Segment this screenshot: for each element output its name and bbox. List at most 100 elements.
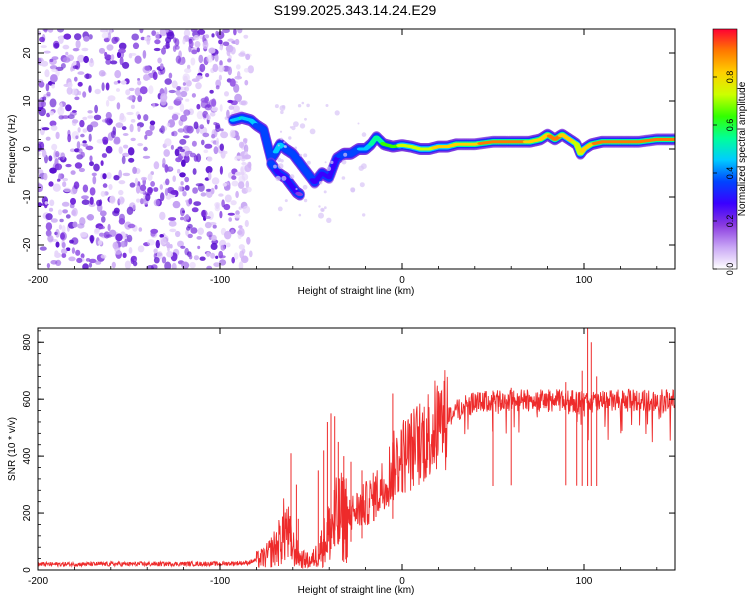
- noise-speck: [219, 259, 227, 266]
- noise-speck: [205, 166, 213, 174]
- faint-speck: [319, 181, 323, 185]
- noise-speck: [107, 223, 111, 232]
- noise-speck: [153, 248, 158, 254]
- noise-speck: [185, 229, 189, 236]
- noise-speck: [98, 70, 106, 77]
- noise-speck: [94, 228, 100, 233]
- noise-speck: [211, 133, 216, 139]
- noise-speck: [153, 47, 161, 52]
- noise-speck: [143, 146, 148, 152]
- noise-speck: [65, 163, 72, 168]
- noise-speck: [231, 256, 235, 264]
- noise-speck: [71, 88, 78, 96]
- spectrogram-x-axis-label: Height of straight line (km): [298, 286, 415, 297]
- noise-speck: [70, 170, 76, 175]
- noise-speck: [69, 148, 76, 153]
- noise-speck: [89, 161, 94, 167]
- noise-speck: [202, 132, 210, 138]
- noise-speck: [207, 172, 212, 181]
- noise-speck: [127, 147, 135, 156]
- noise-speck: [85, 73, 90, 80]
- noise-speck: [38, 202, 43, 207]
- noise-speck: [58, 224, 63, 230]
- noise-speck: [69, 188, 78, 195]
- noise-speck: [221, 199, 225, 208]
- noise-speck: [204, 216, 211, 219]
- noise-speck: [132, 261, 138, 267]
- noise-speck: [67, 133, 72, 143]
- noise-speck: [113, 81, 119, 85]
- noise-speck: [44, 69, 50, 78]
- noise-speck: [230, 46, 236, 55]
- noise-speck: [143, 114, 149, 122]
- noise-speck: [246, 236, 251, 245]
- noise-speck: [164, 188, 169, 196]
- faint-speck: [294, 146, 298, 150]
- noise-speck: [139, 184, 147, 192]
- noise-speck: [82, 140, 87, 144]
- noise-speck: [121, 126, 127, 131]
- noise-speck: [59, 231, 67, 241]
- noise-speck: [49, 120, 57, 127]
- noise-speck: [151, 30, 157, 36]
- noise-speck: [249, 250, 253, 258]
- noise-speck: [164, 138, 172, 147]
- noise-speck: [152, 71, 158, 81]
- noise-speck: [147, 187, 154, 194]
- noise-speck: [83, 55, 89, 64]
- noise-speck: [40, 60, 49, 67]
- noise-speck: [224, 230, 232, 240]
- noise-speck: [100, 190, 106, 197]
- noise-speck: [213, 262, 221, 267]
- noise-speck: [241, 162, 247, 166]
- faint-speck: [358, 165, 364, 171]
- noise-speck: [82, 184, 89, 193]
- noise-speck: [129, 182, 136, 188]
- noise-speck: [175, 230, 181, 238]
- faint-speck: [341, 176, 346, 180]
- noise-speck: [196, 110, 204, 120]
- noise-speck: [166, 122, 171, 127]
- noise-speck: [143, 74, 150, 81]
- noise-speck: [159, 237, 167, 246]
- noise-speck: [61, 201, 70, 207]
- noise-speck: [238, 141, 245, 148]
- noise-speck: [187, 233, 193, 239]
- faint-speck: [323, 190, 327, 194]
- noise-speck: [118, 169, 122, 179]
- noise-speck: [139, 86, 148, 95]
- noise-speck: [95, 260, 102, 265]
- faint-speck: [359, 182, 365, 188]
- noise-speck: [219, 143, 224, 151]
- noise-speck: [54, 163, 63, 171]
- noise-speck: [46, 112, 51, 118]
- noise-speck: [227, 212, 235, 216]
- noise-speck: [235, 64, 241, 70]
- noise-speck: [171, 113, 179, 121]
- noise-speck: [99, 210, 107, 217]
- noise-speck: [107, 95, 116, 102]
- noise-speck: [239, 250, 245, 259]
- noise-speck: [191, 29, 198, 33]
- noise-speck: [93, 163, 100, 172]
- faint-speck: [320, 207, 325, 212]
- noise-speck: [204, 143, 213, 149]
- noise-speck: [235, 171, 242, 176]
- noise-speck: [220, 131, 229, 139]
- noise-speck: [247, 65, 254, 74]
- noise-speck: [104, 51, 108, 57]
- noise-speck: [57, 178, 61, 182]
- noise-speck: [227, 58, 232, 63]
- noise-speck: [172, 200, 181, 209]
- noise-speck: [42, 96, 47, 101]
- noise-speck: [57, 209, 63, 216]
- noise-speck: [225, 242, 231, 248]
- noise-speck: [98, 232, 105, 237]
- noise-speck: [38, 152, 41, 156]
- noise-speck: [73, 48, 79, 52]
- noise-speck: [55, 131, 60, 140]
- noise-speck: [238, 261, 244, 269]
- faint-speck: [318, 212, 324, 219]
- noise-speck: [179, 172, 186, 178]
